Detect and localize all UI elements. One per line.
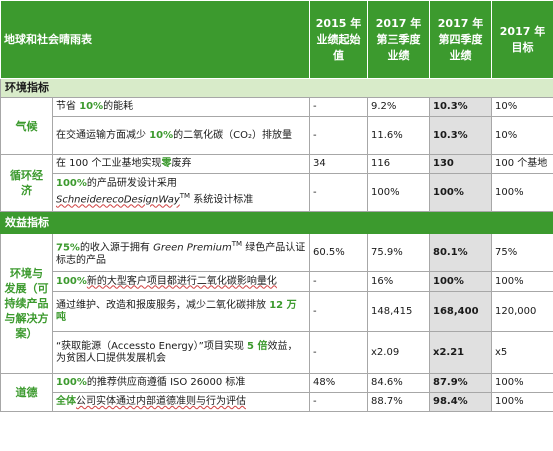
- baseline-2015: 60.5%: [309, 233, 368, 272]
- header-row: 地球和社会晴雨表 2015 年 业绩起始 值 2017 年 第三季度 业绩 20…: [0, 0, 553, 79]
- category-climate: 气候: [0, 97, 53, 155]
- indicator-text: 在交通运输方面减少 10%的二氧化碳（CO₂）排放量: [52, 116, 310, 155]
- baseline-2015: -: [309, 173, 368, 212]
- table-row: 100%新的大型客户项目都进行二氧化碳影响量化 - 16% 100% 100%: [1, 271, 553, 292]
- value-q3: 84.6%: [367, 373, 430, 393]
- table-row: 在交通运输方面减少 10%的二氧化碳（CO₂）排放量 - 11.6% 10.3%…: [1, 116, 553, 155]
- value-q3: x2.09: [367, 331, 430, 374]
- value-q4: 100%: [429, 173, 492, 212]
- indicator-text: “获取能源（Accessto Energy）”项目实现 5 倍效益，为贫困人口提…: [52, 331, 310, 374]
- category-env-development: 环境与 发展（可 持续产品 与解决方 案）: [0, 233, 53, 374]
- indicator-text: 通过维护、改造和报废服务，减少二氧化碳排放 12 万吨: [52, 291, 310, 332]
- baseline-2015: -: [309, 271, 368, 292]
- value-q4: 10.3%: [429, 116, 492, 155]
- value-q4: 168,400: [429, 291, 492, 332]
- value-q3: 88.7%: [367, 392, 430, 412]
- target: 100%: [491, 373, 553, 393]
- value-q3: 148,415: [367, 291, 430, 332]
- indicator-text: 节省 10%的能耗: [52, 97, 310, 117]
- value-q3: 11.6%: [367, 116, 430, 155]
- section-benefit: 效益指标: [0, 211, 553, 234]
- target: x5: [491, 331, 553, 374]
- indicator-text: 100%的推荐供应商遵循 ISO 26000 标准: [52, 373, 310, 393]
- col-header-target: 2017 年 目标: [491, 0, 553, 79]
- value-q3: 75.9%: [367, 233, 430, 272]
- baseline-2015: -: [309, 116, 368, 155]
- baseline-2015: -: [309, 331, 368, 374]
- baseline-2015: -: [309, 392, 368, 412]
- barometer-table: 地球和社会晴雨表 2015 年 业绩起始 值 2017 年 第三季度 业绩 20…: [0, 0, 553, 412]
- target: 10%: [491, 116, 553, 155]
- target: 100%: [491, 271, 553, 292]
- value-q3: 116: [367, 154, 430, 174]
- table-row: 全体公司实体通过内部道德准则与行为评估 - 88.7% 98.4% 100%: [1, 392, 553, 412]
- value-q4: 100%: [429, 271, 492, 292]
- target: 120,000: [491, 291, 553, 332]
- col-header-q3: 2017 年 第三季度 业绩: [367, 0, 430, 79]
- target: 100%: [491, 173, 553, 212]
- table-row: 100%的产品研发设计采用SchneiderecoDesignWayTM 系统设…: [1, 173, 553, 212]
- category-ethics: 道德: [0, 373, 53, 412]
- value-q4: 87.9%: [429, 373, 492, 393]
- indicator-text: 在 100 个工业基地实现零废弃: [52, 154, 310, 174]
- table-title: 地球和社会晴雨表: [0, 0, 310, 79]
- target: 100%: [491, 392, 553, 412]
- value-q4: 80.1%: [429, 233, 492, 272]
- table-row: 道德 100%的推荐供应商遵循 ISO 26000 标准 48% 84.6% 8…: [0, 373, 553, 412]
- col-header-2015: 2015 年 业绩起始 值: [309, 0, 368, 79]
- category-circular-economy: 循环经 济: [0, 154, 53, 212]
- indicator-text: 75%的收入源于拥有 Green PremiumTM 绿色产品认证标志的产品: [52, 233, 310, 272]
- section-env-label: 环境指标: [0, 78, 553, 98]
- value-q3: 100%: [367, 173, 430, 212]
- target: 75%: [491, 233, 553, 272]
- value-q3: 9.2%: [367, 97, 430, 117]
- baseline-2015: -: [309, 97, 368, 117]
- baseline-2015: -: [309, 291, 368, 332]
- section-benefit-label: 效益指标: [0, 211, 553, 234]
- table-row: 气候 节省 10%的能耗 - 9.2% 10.3% 10%: [0, 97, 553, 155]
- baseline-2015: 34: [309, 154, 368, 174]
- section-env: 环境指标: [0, 78, 553, 98]
- table-row: 循环经 济 在 100 个工业基地实现零废弃 34 116 130 100 个基…: [0, 154, 553, 212]
- indicator-text: 100%新的大型客户项目都进行二氧化碳影响量化: [52, 271, 310, 292]
- target: 100 个基地: [491, 154, 553, 174]
- value-q3: 16%: [367, 271, 430, 292]
- value-q4: x2.21: [429, 331, 492, 374]
- target: 10%: [491, 97, 553, 117]
- value-q4: 98.4%: [429, 392, 492, 412]
- value-q4: 130: [429, 154, 492, 174]
- indicator-text: 100%的产品研发设计采用SchneiderecoDesignWayTM 系统设…: [52, 173, 310, 212]
- table-row: “获取能源（Accessto Energy）”项目实现 5 倍效益，为贫困人口提…: [1, 331, 553, 374]
- indicator-text: 全体公司实体通过内部道德准则与行为评估: [52, 392, 310, 412]
- table-row: 通过维护、改造和报废服务，减少二氧化碳排放 12 万吨 - 148,415 16…: [1, 291, 553, 332]
- table-row: 环境与 发展（可 持续产品 与解决方 案） 75%的收入源于拥有 Green P…: [0, 233, 553, 374]
- col-header-q4: 2017 年 第四季度 业绩: [429, 0, 492, 79]
- baseline-2015: 48%: [309, 373, 368, 393]
- value-q4: 10.3%: [429, 97, 492, 117]
